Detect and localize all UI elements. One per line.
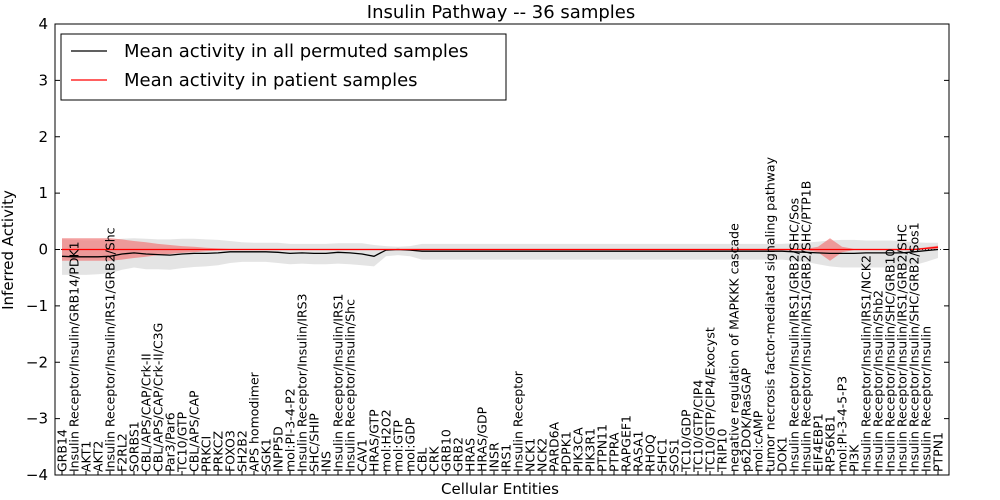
x-tick-label: PRKCI	[199, 436, 214, 472]
x-tick-label: p62DOK/RasGAP	[739, 367, 754, 472]
x-tick-label: Insulin Receptor/Insulin/IRS1/GRB2/Shc	[103, 227, 118, 472]
x-tick-label: PTPN1	[931, 432, 946, 472]
x-tick-label: CBL	[415, 448, 430, 472]
x-tick-label: RAPGEF1	[619, 415, 634, 472]
x-tick-label: Insulin Receptor/Insulin/IRS3	[295, 294, 310, 472]
x-tick-label: SGK1	[259, 438, 274, 472]
y-tick-label: −4	[26, 466, 48, 484]
x-tick-label: Insulin Receptor/Insulin/IRS1	[331, 294, 346, 472]
x-tick-label: APS homodimer	[247, 371, 262, 472]
x-tick-label: Insulin Receptor/Insulin	[919, 326, 934, 472]
permuted-mean-line	[61, 248, 939, 258]
y-tick-label: 1	[38, 184, 48, 202]
x-tick-label: GRB10	[439, 429, 454, 472]
x-tick-label: F2RL2	[115, 433, 130, 472]
x-tick-label: mol:PI-3-4-5-P3	[835, 376, 850, 472]
legend-box	[60, 33, 507, 101]
x-tick-label: SHC1	[655, 438, 670, 472]
x-tick-label: negative regulation of MAPKKK cascade	[727, 223, 742, 472]
x-tick-label: AKT1	[79, 441, 94, 472]
x-tick-label: PTPN11	[595, 424, 610, 472]
x-tick-label: TC10/GTP/CIP4	[691, 380, 706, 473]
y-tick-label: 4	[38, 15, 48, 33]
x-tick-label: CAV1	[355, 439, 370, 472]
x-tick-label: CRK	[427, 446, 442, 472]
x-tick-label: tumor necrosis factor-mediated signaling…	[763, 156, 778, 472]
y-tick-label: 0	[38, 241, 48, 259]
x-tick-label: IRS1	[499, 444, 514, 472]
x-tick-label: mol:cAMP	[751, 410, 766, 472]
x-tick-label: Insulin Receptor/Insulin/IRS1/GRB2/SHC/S…	[787, 198, 802, 472]
x-tick-label: PTPRA	[607, 432, 622, 472]
x-tick-label: TC10/GTP	[175, 411, 190, 473]
x-tick-label: Insulin Receptor/Insulin/SHC/GRB2/Sos1	[907, 222, 922, 472]
x-tick-label: RASA1	[631, 431, 646, 472]
x-tick-label: CBL/APS/CAP/Crk-II/C3G	[151, 323, 166, 472]
x-tick-label: Insulin Receptor/Insulin/IRS1/GRB2/SHC	[895, 224, 910, 472]
x-tick-label: PDPK1	[559, 431, 574, 472]
x-tick-label: PIK3CA	[571, 427, 586, 472]
x-tick-label: HRAS/GTP	[367, 409, 382, 472]
x-tick-label: INSR	[487, 442, 502, 472]
y-tick-label: −2	[26, 353, 48, 371]
x-tick-label: FOXO3	[223, 430, 238, 472]
y-tick-label: 3	[38, 71, 48, 89]
x-tick-label: mol:GDP	[403, 417, 418, 472]
x-tick-label: Insulin Receptor/Insulin/IRS1/NCK2	[859, 255, 874, 472]
x-tick-label: mol:GTP	[391, 420, 406, 472]
y-axis-ticks: −4 −3 −2 −1 0 1 2 3 4	[26, 15, 949, 484]
x-tick-label: Insulin Receptor	[511, 370, 526, 472]
x-tick-label: HRAS/GDP	[475, 406, 490, 472]
y-tick-label: −3	[26, 410, 48, 428]
permuted-band	[62, 238, 938, 275]
x-tick-label: Par3/Par6	[163, 412, 178, 472]
x-tick-label: SOS1	[667, 438, 682, 472]
x-tick-label: RPS6KB1	[823, 415, 838, 472]
patient-mean-line	[62, 246, 939, 251]
x-tick-label: TC10/GDP	[679, 409, 694, 473]
x-tick-label: EIF4EBP1	[811, 413, 826, 472]
x-tick-label: PI3K	[847, 444, 862, 472]
x-tick-label: INS	[319, 451, 334, 472]
x-tick-label: SHC/SHIP	[307, 413, 322, 472]
x-tick-label: Insulin Receptor/Insulin/GRB14/PDK1	[67, 241, 82, 472]
x-tick-label: TC10/GTP/CIP4/Exocyst	[703, 327, 718, 473]
y-tick-label: −1	[26, 297, 48, 315]
x-tick-label: NCK1	[523, 438, 538, 472]
legend-label-patient: Mean activity in patient samples	[124, 70, 418, 91]
x-tick-label: Insulin Receptor/Insulin/IRS1/GRB2/SHC/P…	[799, 181, 814, 472]
x-tick-label: HRAS	[463, 438, 478, 472]
x-tick-label: SORBS1	[127, 421, 142, 472]
x-tick-label: Insulin Receptor/Insulin/SHC/GRB10	[883, 249, 898, 472]
x-axis-label: Cellular Entities	[441, 480, 559, 498]
x-tick-label: TRIP10	[715, 429, 730, 473]
x-tick-label: AKT2	[91, 441, 106, 472]
x-tick-label: GRB2	[451, 437, 466, 472]
x-tick-label: PARD6A	[547, 421, 562, 472]
series-lines	[55, 246, 949, 258]
x-tick-label: PIK3R1	[583, 428, 598, 472]
x-tick-label: NCK2	[535, 438, 550, 472]
x-tick-label: Insulin Receptor/Insulin/Shb2	[871, 290, 886, 472]
x-tick-label: CBL/APS/CAP	[187, 390, 202, 472]
x-tick-label: GRB14	[55, 429, 70, 472]
chart-title: Insulin Pathway -- 36 samples	[367, 2, 635, 23]
x-tick-label: CBL/APS/CAP/Crk-II	[139, 353, 154, 472]
y-tick-label: 2	[38, 128, 48, 146]
x-tick-label: INPP5D	[271, 426, 286, 472]
x-tick-label: SH2B2	[235, 430, 250, 472]
x-tick-label: mol:H2O2	[379, 409, 394, 472]
legend: Mean activity in all permuted samples Me…	[60, 33, 507, 101]
x-tick-label: DOK1	[775, 436, 790, 472]
legend-label-permuted: Mean activity in all permuted samples	[124, 41, 468, 62]
x-tick-label: PRKCZ	[211, 431, 226, 472]
x-tick-label: RHOQ	[643, 434, 658, 472]
y-axis-label: Inferred Activity	[0, 190, 17, 310]
x-tick-label: Insulin Receptor/Insulin/Shc	[343, 299, 358, 472]
x-tick-label: mol:PI-3-4-P2	[283, 388, 298, 472]
